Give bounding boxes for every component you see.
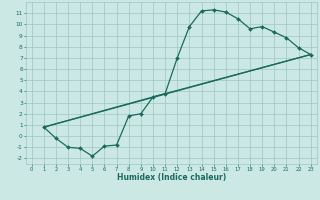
X-axis label: Humidex (Indice chaleur): Humidex (Indice chaleur) xyxy=(116,173,226,182)
